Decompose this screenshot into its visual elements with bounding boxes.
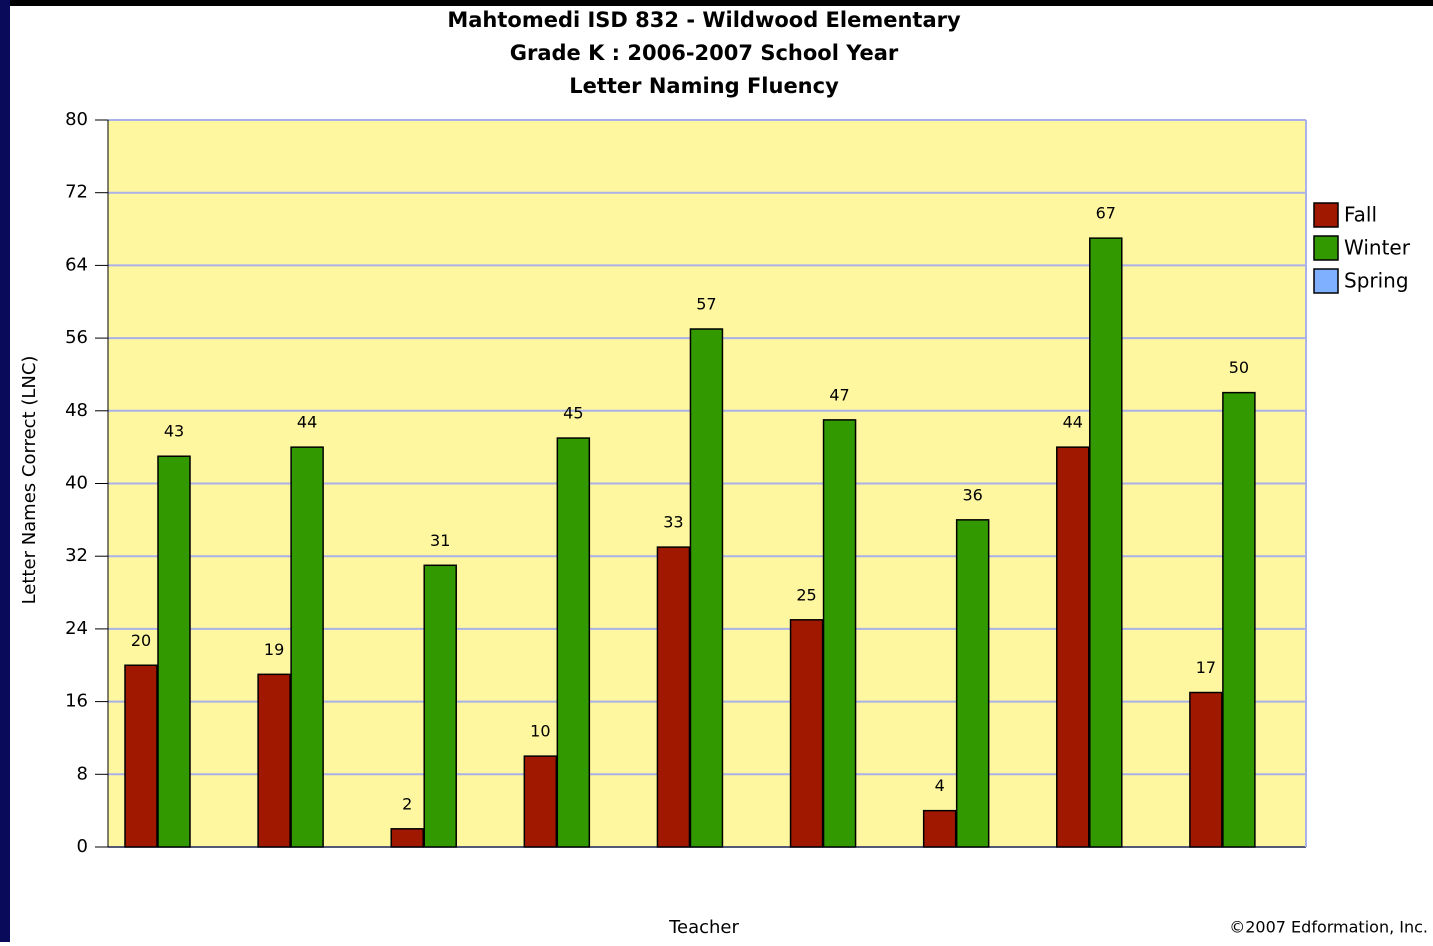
legend-label: Fall bbox=[1344, 203, 1377, 227]
y-tick-label: 8 bbox=[77, 763, 88, 784]
data-label: 20 bbox=[131, 631, 151, 650]
bar bbox=[1222, 391, 1256, 848]
y-tick-label: 40 bbox=[65, 473, 88, 494]
data-label: 47 bbox=[829, 385, 849, 404]
data-label: 4 bbox=[935, 776, 945, 795]
bar bbox=[689, 328, 724, 848]
bar bbox=[390, 828, 424, 848]
top-border bbox=[0, 0, 1433, 6]
left-border bbox=[0, 0, 10, 942]
bar bbox=[1056, 446, 1090, 848]
data-label: 36 bbox=[962, 485, 982, 504]
legend-swatch bbox=[1313, 202, 1339, 228]
y-tick-label: 48 bbox=[65, 400, 88, 421]
legend-label: Spring bbox=[1344, 269, 1409, 293]
data-label: 2 bbox=[402, 794, 412, 813]
bar bbox=[955, 519, 990, 848]
bar bbox=[822, 419, 857, 848]
chart-subtitle: Grade K : 2006-2007 School Year bbox=[510, 41, 899, 65]
chart-title: Mahtomedi ISD 832 - Wildwood Elementary bbox=[447, 8, 961, 32]
data-label: 19 bbox=[264, 640, 284, 659]
footer: ©2007 Edformation, Inc. bbox=[1229, 918, 1428, 937]
bar bbox=[423, 564, 457, 848]
bar bbox=[556, 437, 591, 848]
bar bbox=[1089, 237, 1123, 848]
data-label: 43 bbox=[164, 422, 184, 441]
legend-label: Winter bbox=[1344, 236, 1411, 260]
y-tick-label: 24 bbox=[65, 618, 88, 639]
chart-subtitle: Letter Naming Fluency bbox=[569, 74, 839, 98]
y-tick-label: 56 bbox=[65, 327, 88, 348]
bar bbox=[124, 664, 158, 848]
data-label: 33 bbox=[663, 513, 683, 532]
data-label: 57 bbox=[696, 295, 716, 314]
bar bbox=[656, 546, 691, 848]
data-label: 25 bbox=[796, 585, 816, 604]
data-label: 50 bbox=[1229, 358, 1249, 377]
y-axis-label: Letter Names Correct (LNC) bbox=[19, 356, 40, 605]
y-tick-label: 80 bbox=[65, 109, 88, 130]
bar bbox=[922, 809, 957, 848]
data-label: 44 bbox=[297, 413, 317, 432]
data-label: 10 bbox=[530, 722, 550, 741]
bar bbox=[1189, 691, 1223, 848]
y-tick-label: 0 bbox=[77, 836, 88, 857]
y-tick-label: 64 bbox=[65, 254, 88, 275]
bar bbox=[157, 455, 191, 848]
data-label: 45 bbox=[563, 404, 583, 423]
y-tick-label: 16 bbox=[65, 691, 88, 712]
data-label: 17 bbox=[1196, 658, 1216, 677]
data-label: 67 bbox=[1096, 204, 1116, 223]
bar bbox=[789, 619, 824, 848]
bar bbox=[523, 755, 558, 848]
data-label: 31 bbox=[430, 531, 450, 550]
data-label: 44 bbox=[1063, 413, 1083, 432]
bar bbox=[290, 446, 324, 848]
legend-swatch bbox=[1313, 268, 1339, 294]
x-axis-label: Teacher bbox=[668, 917, 739, 938]
legend-swatch bbox=[1313, 235, 1339, 261]
bar bbox=[257, 673, 291, 848]
y-tick-label: 72 bbox=[65, 182, 88, 203]
y-tick-label: 32 bbox=[65, 545, 88, 566]
